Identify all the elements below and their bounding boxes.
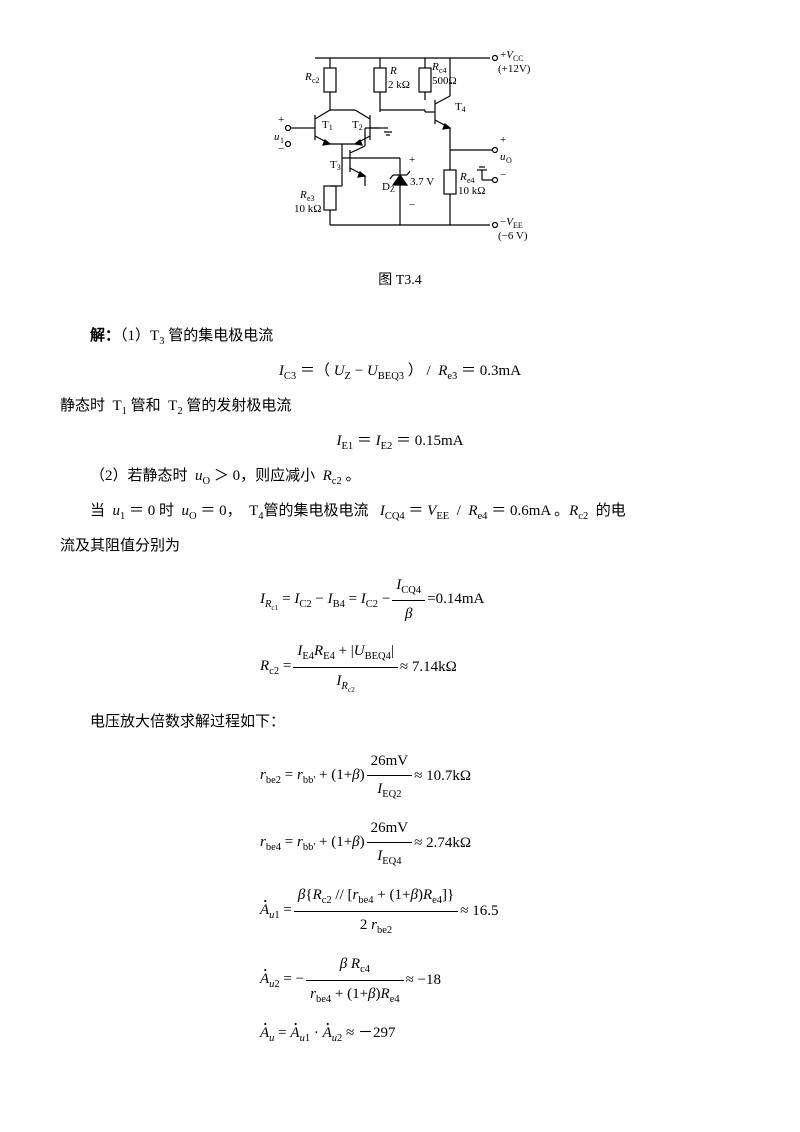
svg-text:+: + xyxy=(409,154,415,166)
svg-text:−: − xyxy=(409,199,415,211)
svg-text:O: O xyxy=(506,156,512,165)
circuit-figure: Rc2 R 2 kΩ Rc4 500Ω +VCC (+12V) T1 T2 T3… xyxy=(60,40,740,260)
svg-text:R: R xyxy=(459,171,467,183)
svg-text:e3: e3 xyxy=(307,194,315,203)
svg-text:e4: e4 xyxy=(467,176,475,185)
svg-text:−: − xyxy=(500,169,506,181)
svg-text:T3: T3 xyxy=(330,159,341,172)
svg-text:R: R xyxy=(304,71,312,83)
eq2: IE1 ＝ IE2 ＝ 0.15mA xyxy=(60,428,740,457)
svg-text:R: R xyxy=(431,61,439,73)
p5: 电压放大倍数求解过程如下： xyxy=(60,709,740,736)
solution-start: 解：（1）T3 管的集电极电流 xyxy=(60,323,740,352)
svg-text:10 kΩ: 10 kΩ xyxy=(294,203,321,215)
svg-text:500Ω: 500Ω xyxy=(432,75,457,87)
svg-text:(−6 V): (−6 V) xyxy=(498,230,528,242)
svg-text:10 kΩ: 10 kΩ xyxy=(458,185,485,197)
p4a: 当 u1 ＝ 0 时 uO ＝ 0， T4管的集电极电流 ICQ4 ＝ VEE … xyxy=(60,498,740,527)
svg-text:c4: c4 xyxy=(439,66,447,75)
svg-text:T4: T4 xyxy=(455,101,466,114)
svg-text:3.7 V: 3.7 V xyxy=(410,176,434,188)
svg-text:DZ: DZ xyxy=(382,181,395,194)
svg-text:(+12V): (+12V) xyxy=(498,63,531,75)
svg-text:R: R xyxy=(389,65,397,77)
svg-text:+VCC: +VCC xyxy=(500,49,524,63)
figure-caption: 图 T3.4 xyxy=(60,268,740,293)
svg-text:+: + xyxy=(278,114,284,126)
solve-label: 解： xyxy=(90,328,120,344)
p2: 静态时 T1 管和 T2 管的发射极电流 xyxy=(60,393,740,422)
svg-text:+: + xyxy=(500,134,506,146)
svg-text:2 kΩ: 2 kΩ xyxy=(388,79,410,91)
svg-text:T1: T1 xyxy=(322,119,333,132)
svg-text:T2: T2 xyxy=(352,119,363,132)
p4b: 流及其阻值分别为 xyxy=(60,533,740,560)
eq1: IC3 ＝（ UZ − UBEQ3 ） / Re3 ＝ 0.3mA xyxy=(60,358,740,387)
circuit-svg: Rc2 R 2 kΩ Rc4 500Ω +VCC (+12V) T1 T2 T3… xyxy=(260,40,540,250)
svg-text:c2: c2 xyxy=(312,76,320,85)
svg-text:−: − xyxy=(278,143,284,155)
eq-block-1: IRc1 = IC2 − IB4 = IC2 − ICQ4β =0.14mA R… xyxy=(260,572,740,698)
eq-block-2: rbe2 = rbb' + (1+β) 26mVIEQ2 ≈ 10.7kΩ rb… xyxy=(260,748,740,1048)
p3: （2）若静态时 uO ＞ 0，则应减小 Rc2 。 xyxy=(60,463,740,492)
svg-text:−VEE: −VEE xyxy=(500,216,523,230)
p1: （1）T3 管的集电极电流 xyxy=(120,328,273,344)
svg-text:R: R xyxy=(299,189,307,201)
